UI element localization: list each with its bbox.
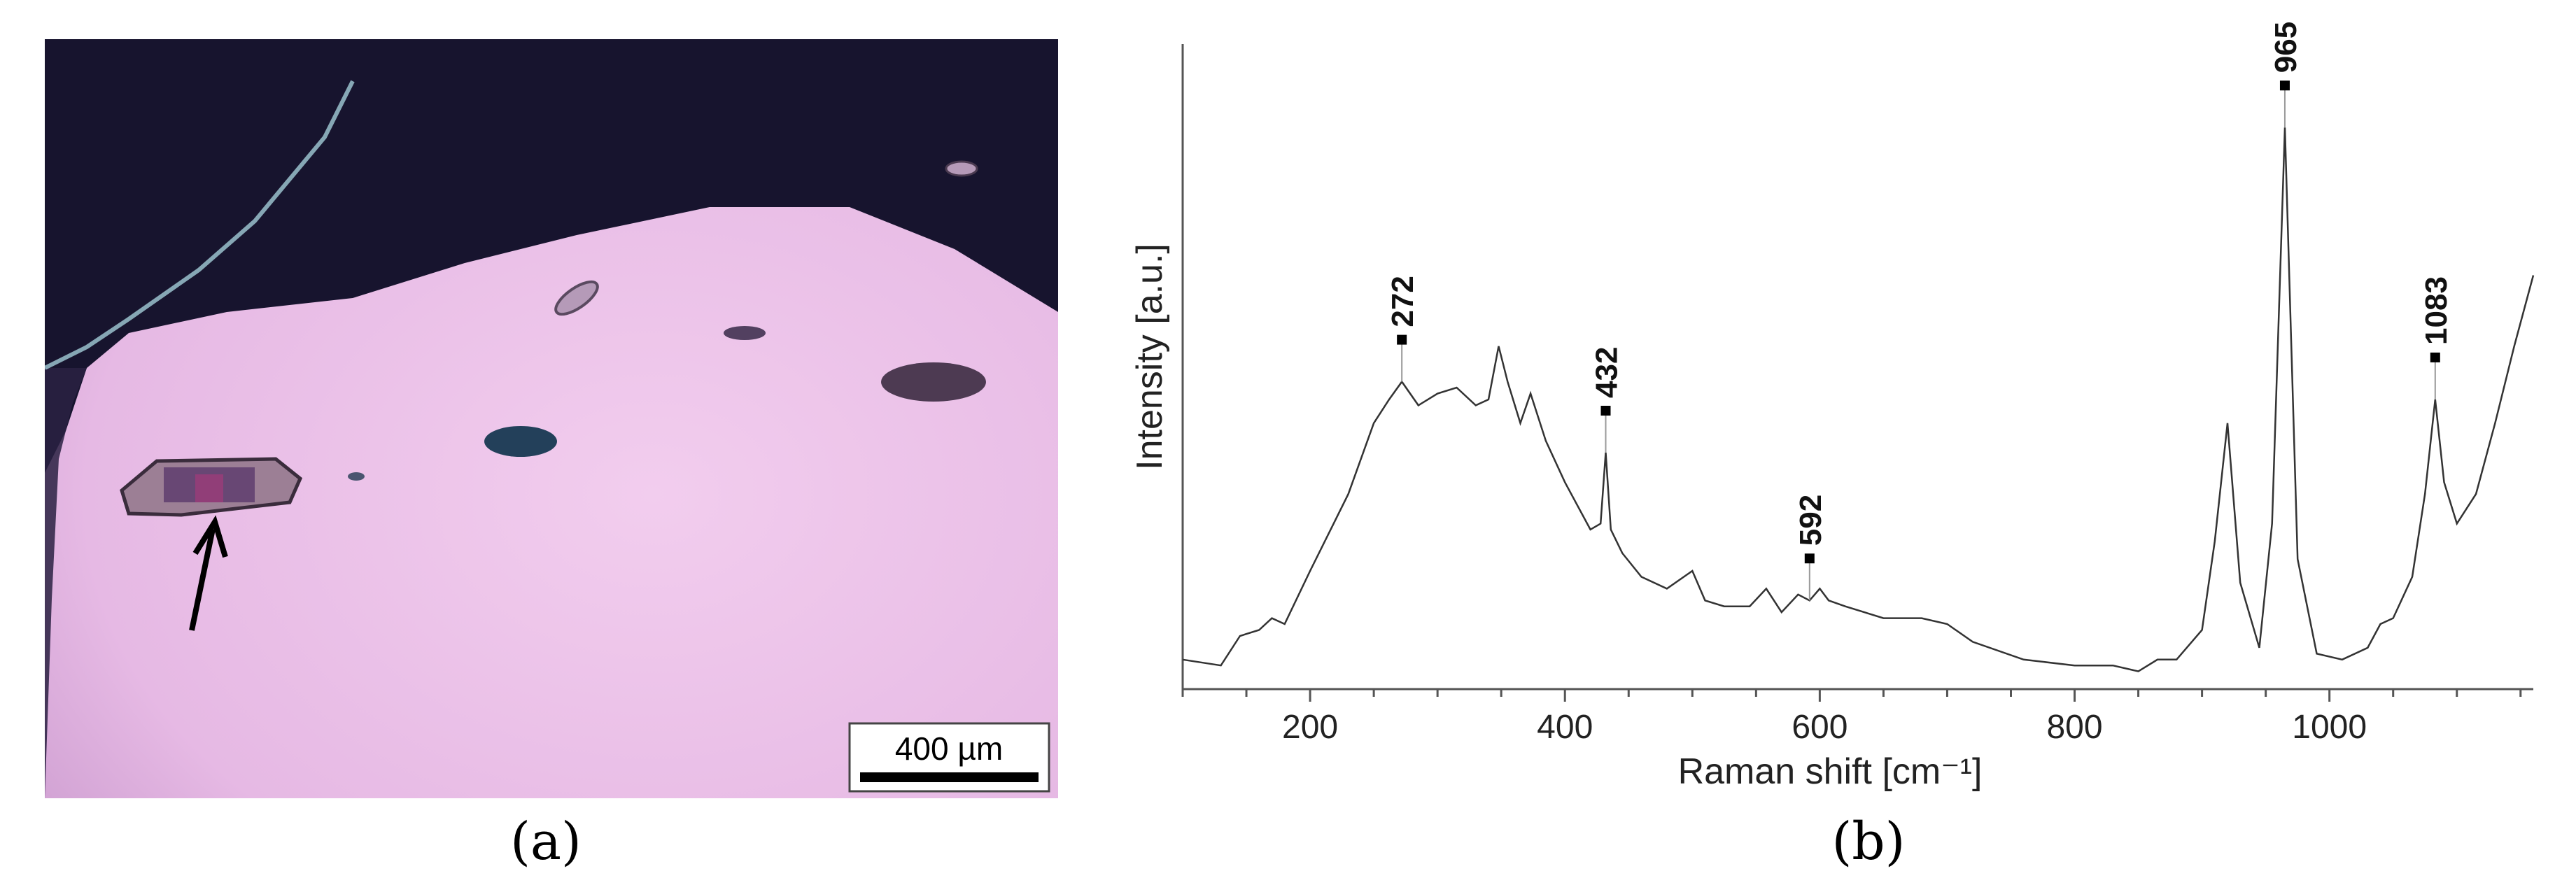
- x-ticks: [1181, 689, 2522, 702]
- zircon-crystal: [120, 457, 303, 517]
- caption-a: (a): [510, 812, 582, 872]
- raman-chart-panel: 200 400 600 800 1000 272 432 592 965 1083 Raman …: [1120, 0, 2561, 826]
- x-tick-label: 600: [1792, 709, 1847, 746]
- x-axis-label: Raman shift [cm⁻¹]: [1678, 751, 1983, 792]
- peak-marker: [1600, 406, 1611, 416]
- peak-value-label: 1083: [2419, 276, 2454, 345]
- peak-value-label: 272: [1386, 276, 1420, 327]
- x-tick-label: 200: [1282, 709, 1338, 746]
- peak-marker: [1397, 334, 1407, 345]
- micrograph-image: 400 µm: [43, 39, 1058, 798]
- inclusion-blue: [484, 426, 557, 457]
- chart-axes: [1181, 44, 2533, 691]
- peak-markers: 272 432 592 965 1083: [1386, 22, 2454, 601]
- x-tick-labels: 200 400 600 800 1000: [1282, 709, 2367, 746]
- inclusion-small-1: [554, 280, 599, 316]
- x-tick-label: 400: [1537, 709, 1593, 746]
- x-tick-label: 800: [2046, 709, 2102, 746]
- peak-marker: [1804, 553, 1815, 564]
- inclusion-large: [881, 362, 986, 402]
- inclusion-small-3: [945, 160, 978, 177]
- dark-edge-shadow: [45, 368, 87, 798]
- inclusion-dot: [348, 472, 365, 481]
- raman-spectrum-chart: 200 400 600 800 1000 272 432 592 965 1083 Raman …: [1129, 22, 2535, 792]
- scale-bar: 400 µm: [848, 722, 1050, 793]
- peak-value-label: 432: [1589, 347, 1624, 398]
- peak-label: 272: [1386, 276, 1420, 382]
- micrograph-panel: 400 µm: [43, 39, 1058, 798]
- spectrum-line: [1182, 127, 2535, 672]
- caption-b: (b): [1831, 812, 1906, 872]
- peak-label: 432: [1589, 347, 1624, 453]
- arrow-icon: [189, 515, 228, 631]
- inclusion-small-2: [724, 326, 766, 340]
- peak-marker: [2430, 352, 2440, 362]
- peak-value-label: 592: [1794, 495, 1828, 546]
- peak-marker: [2279, 80, 2290, 91]
- peak-label: 965: [2269, 22, 2303, 128]
- peak-value-label: 965: [2269, 22, 2303, 73]
- dark-grain-edge-highlight: [43, 80, 355, 370]
- peak-label: 592: [1794, 495, 1828, 601]
- peak-label: 1083: [2419, 276, 2454, 399]
- y-axis-label: Intensity [a.u.]: [1129, 243, 1170, 470]
- scale-bar-label: 400 µm: [895, 730, 1003, 767]
- x-tick-label: 1000: [2292, 709, 2367, 746]
- dark-grain-region: [45, 39, 1058, 473]
